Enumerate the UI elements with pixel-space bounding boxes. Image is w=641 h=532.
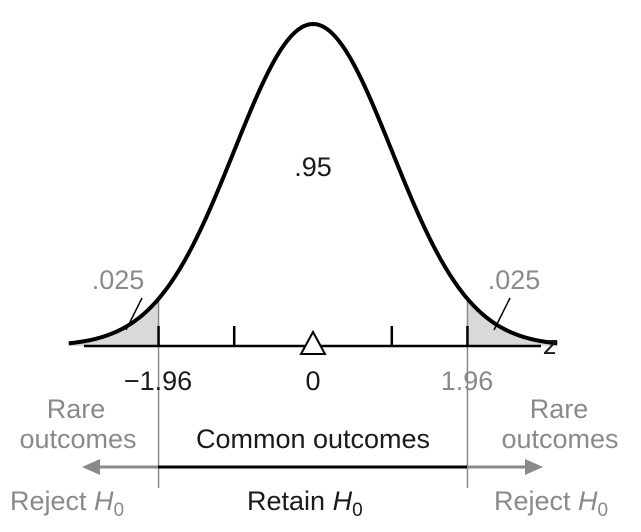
right-arrow-head [525,459,543,475]
left-rare-label-line2: outcomes [19,424,136,454]
normal-curve [68,21,558,346]
reject-h0-right-label: Reject H0 [494,486,608,521]
z-axis-label: z [543,330,558,360]
tick-label-left-critical: −1.96 [124,366,192,396]
tick-label-right-critical: 1.96 [441,366,494,396]
right-rare-label-line1: Rare [530,394,589,424]
left-tail-pointer [125,297,143,331]
tick-label-zero: 0 [305,366,320,396]
right-tail-region [467,298,558,346]
z-axis-ticks [157,326,469,346]
left-arrow-head [82,459,100,475]
reject-h0-left-label: Reject H0 [10,486,124,521]
mean-marker-triangle [299,329,327,355]
retain-h0-label: Retain H0 [247,486,363,521]
right-rare-label-line2: outcomes [501,424,618,454]
left-rare-label-line1: Rare [47,394,106,424]
right-tail-pointer [493,297,511,331]
left-tail-probability-label: .025 [92,265,145,295]
common-outcomes-label: Common outcomes [196,424,430,454]
right-tail-probability-label: .025 [488,265,541,295]
center-probability-label: .95 [294,152,332,182]
left-tail-region [68,298,159,346]
